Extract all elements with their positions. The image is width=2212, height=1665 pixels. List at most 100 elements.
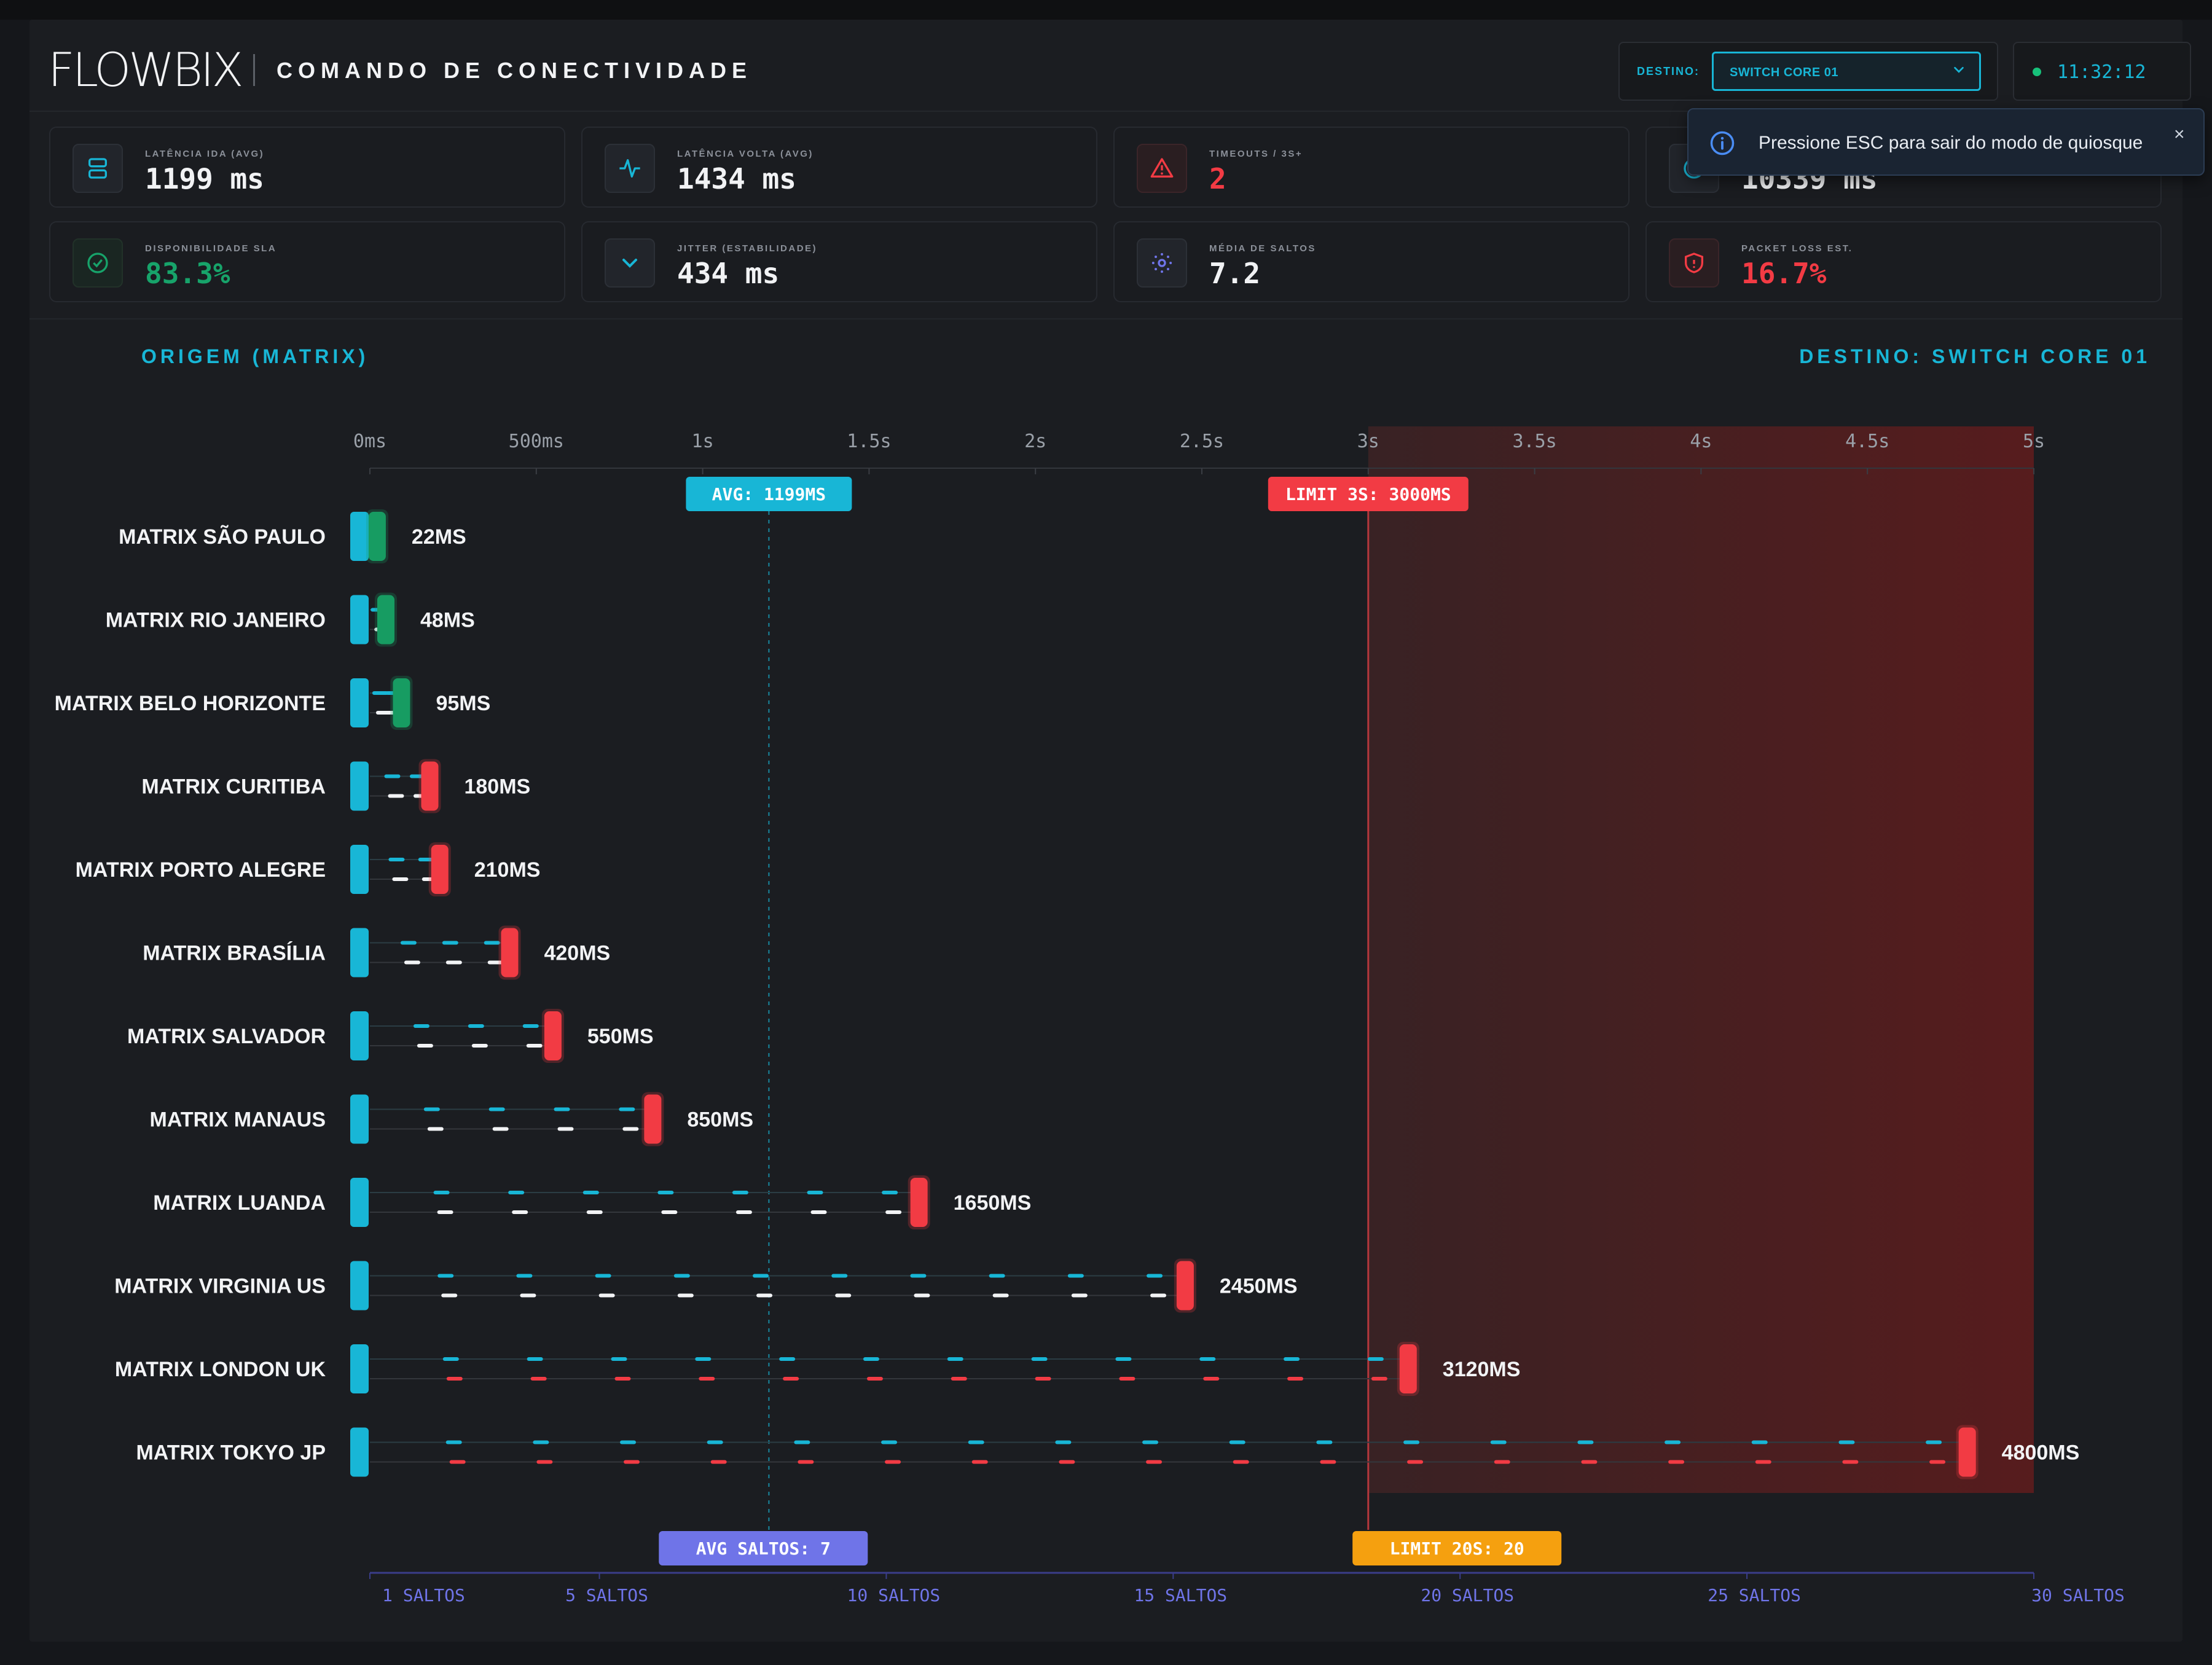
outbound-hop	[1055, 1440, 1072, 1444]
row-latency-value: 95MS	[436, 692, 490, 715]
outbound-hop	[1926, 1440, 1942, 1444]
live-status-dot	[2033, 68, 2041, 76]
outbound-hop	[807, 1191, 823, 1194]
outbound-hop	[947, 1357, 963, 1361]
outbound-hop	[413, 1024, 429, 1028]
origin-marker	[350, 1094, 369, 1144]
return-hop	[622, 1127, 639, 1131]
return-hop	[1320, 1460, 1336, 1464]
row-latency-value: 210MS	[474, 858, 541, 882]
row-label: MATRIX BRASÍLIA	[143, 942, 326, 965]
outbound-hop	[910, 1274, 927, 1278]
destination-marker	[368, 512, 386, 561]
kpi-value: 434 ms	[677, 257, 780, 290]
return-hop	[388, 794, 404, 798]
outbound-hop	[1316, 1440, 1333, 1444]
return-hop	[1071, 1293, 1088, 1298]
outbound-hop	[554, 1107, 570, 1111]
return-hop	[1668, 1460, 1685, 1464]
time-tick-label: 3s	[1357, 431, 1379, 452]
return-hop	[783, 1377, 799, 1381]
outbound-hop	[595, 1274, 611, 1278]
return-hop	[614, 1377, 631, 1381]
outbound-hop	[673, 1274, 690, 1278]
kpi-value: 16.7%	[1741, 257, 1827, 290]
destination-marker	[377, 595, 394, 644]
logo-separator	[253, 54, 255, 86]
outbound-hop	[1490, 1440, 1507, 1444]
outbound-hop	[445, 1440, 462, 1444]
destination-marker	[431, 845, 449, 894]
avg-latency-badge: AVG: 1199MS	[712, 484, 826, 504]
server-icon	[73, 144, 123, 193]
destination-marker	[1958, 1427, 1976, 1477]
row-latency-value: 48MS	[420, 609, 475, 632]
origin-marker	[350, 1261, 369, 1310]
chevron-down-icon	[605, 238, 655, 288]
kiosk-toast: Pressione ESC para sair do modo de quios…	[1687, 108, 2205, 176]
origin-marker	[350, 1178, 369, 1227]
return-hop	[449, 1460, 466, 1464]
return-hop	[598, 1293, 615, 1298]
return-hop	[1494, 1460, 1510, 1464]
row-label: MATRIX RIO JANEIRO	[106, 609, 326, 632]
limit-latency-badge: LIMIT 3S: 3000MS	[1285, 484, 1451, 504]
return-hop	[1119, 1377, 1135, 1381]
toast-message: Pressione ESC para sair do modo de quios…	[1759, 133, 2143, 153]
row-latency-value: 550MS	[587, 1025, 654, 1048]
destination-marker	[393, 678, 410, 727]
row-latency-value: 3120MS	[1443, 1358, 1521, 1381]
outbound-hop	[1199, 1357, 1216, 1361]
row-latency-value: 180MS	[464, 775, 530, 799]
outbound-hop	[863, 1357, 879, 1361]
limit-latency-badge-bg	[1268, 477, 1469, 511]
return-hop	[437, 1210, 453, 1214]
avg-hops-badge: AVG SALTOS: 7	[696, 1538, 831, 1559]
header: FLOWBIX COMANDO DE CONECTIVIDADE DESTINO…	[29, 20, 2191, 112]
destination-select-value: SWITCH CORE 01	[1730, 66, 1839, 79]
row-latency-value: 850MS	[687, 1108, 753, 1132]
destination-marker	[1176, 1261, 1194, 1310]
return-hop	[1371, 1377, 1387, 1381]
hops-tick-label: 10 SALTOS	[847, 1585, 941, 1605]
return-hop	[586, 1210, 603, 1214]
return-hop	[392, 877, 409, 881]
kpi-card: DISPONIBILIDADE SLA 83.3%	[49, 221, 565, 302]
time-tick-label: 4s	[1690, 431, 1712, 452]
destination-select[interactable]: SWITCH CORE 01	[1712, 52, 1981, 91]
return-hop	[1233, 1460, 1249, 1464]
kpi-label: LATÊNCIA VOLTA (AVG)	[677, 149, 814, 159]
return-hop	[441, 1293, 458, 1298]
return-hop	[487, 960, 504, 965]
row-latency-value: 420MS	[544, 942, 610, 965]
close-icon[interactable]: ×	[2174, 124, 2185, 144]
hops-tick-label: 30 SALTOS	[2031, 1585, 2125, 1605]
return-hop	[810, 1210, 827, 1214]
row-label: MATRIX MANAUS	[150, 1108, 326, 1132]
time-tick-label: 2.5s	[1180, 431, 1224, 452]
kpi-card: JITTER (ESTABILIDADE) 434 ms	[581, 221, 1097, 302]
destination-marker	[421, 761, 439, 811]
activity-icon	[605, 144, 655, 193]
kpi-value: 7.2	[1209, 257, 1261, 290]
outbound-hop	[1031, 1357, 1048, 1361]
return-hop	[492, 1127, 509, 1131]
return-hop	[417, 1044, 433, 1048]
hops-tick-label: 5 SALTOS	[565, 1585, 648, 1605]
outbound-hop	[1751, 1440, 1768, 1444]
row-latency-value: 22MS	[412, 525, 466, 549]
origin-marker	[350, 678, 369, 727]
danger-zone	[1368, 426, 2034, 1493]
outbound-hop	[468, 1024, 484, 1028]
limit-hops-badge: LIMIT 20S: 20	[1390, 1538, 1524, 1559]
clock: 11:32:12	[2013, 42, 2191, 101]
row-label: MATRIX BELO HORIZONTE	[55, 692, 326, 715]
kpi-label: PACKET LOSS EST.	[1741, 243, 1853, 254]
row-label: MATRIX SALVADOR	[127, 1025, 326, 1048]
return-hop	[512, 1210, 528, 1214]
shield-icon	[1669, 238, 1719, 288]
return-hop	[445, 960, 462, 965]
row-label: MATRIX LUANDA	[153, 1191, 326, 1215]
return-hop	[1035, 1377, 1051, 1381]
